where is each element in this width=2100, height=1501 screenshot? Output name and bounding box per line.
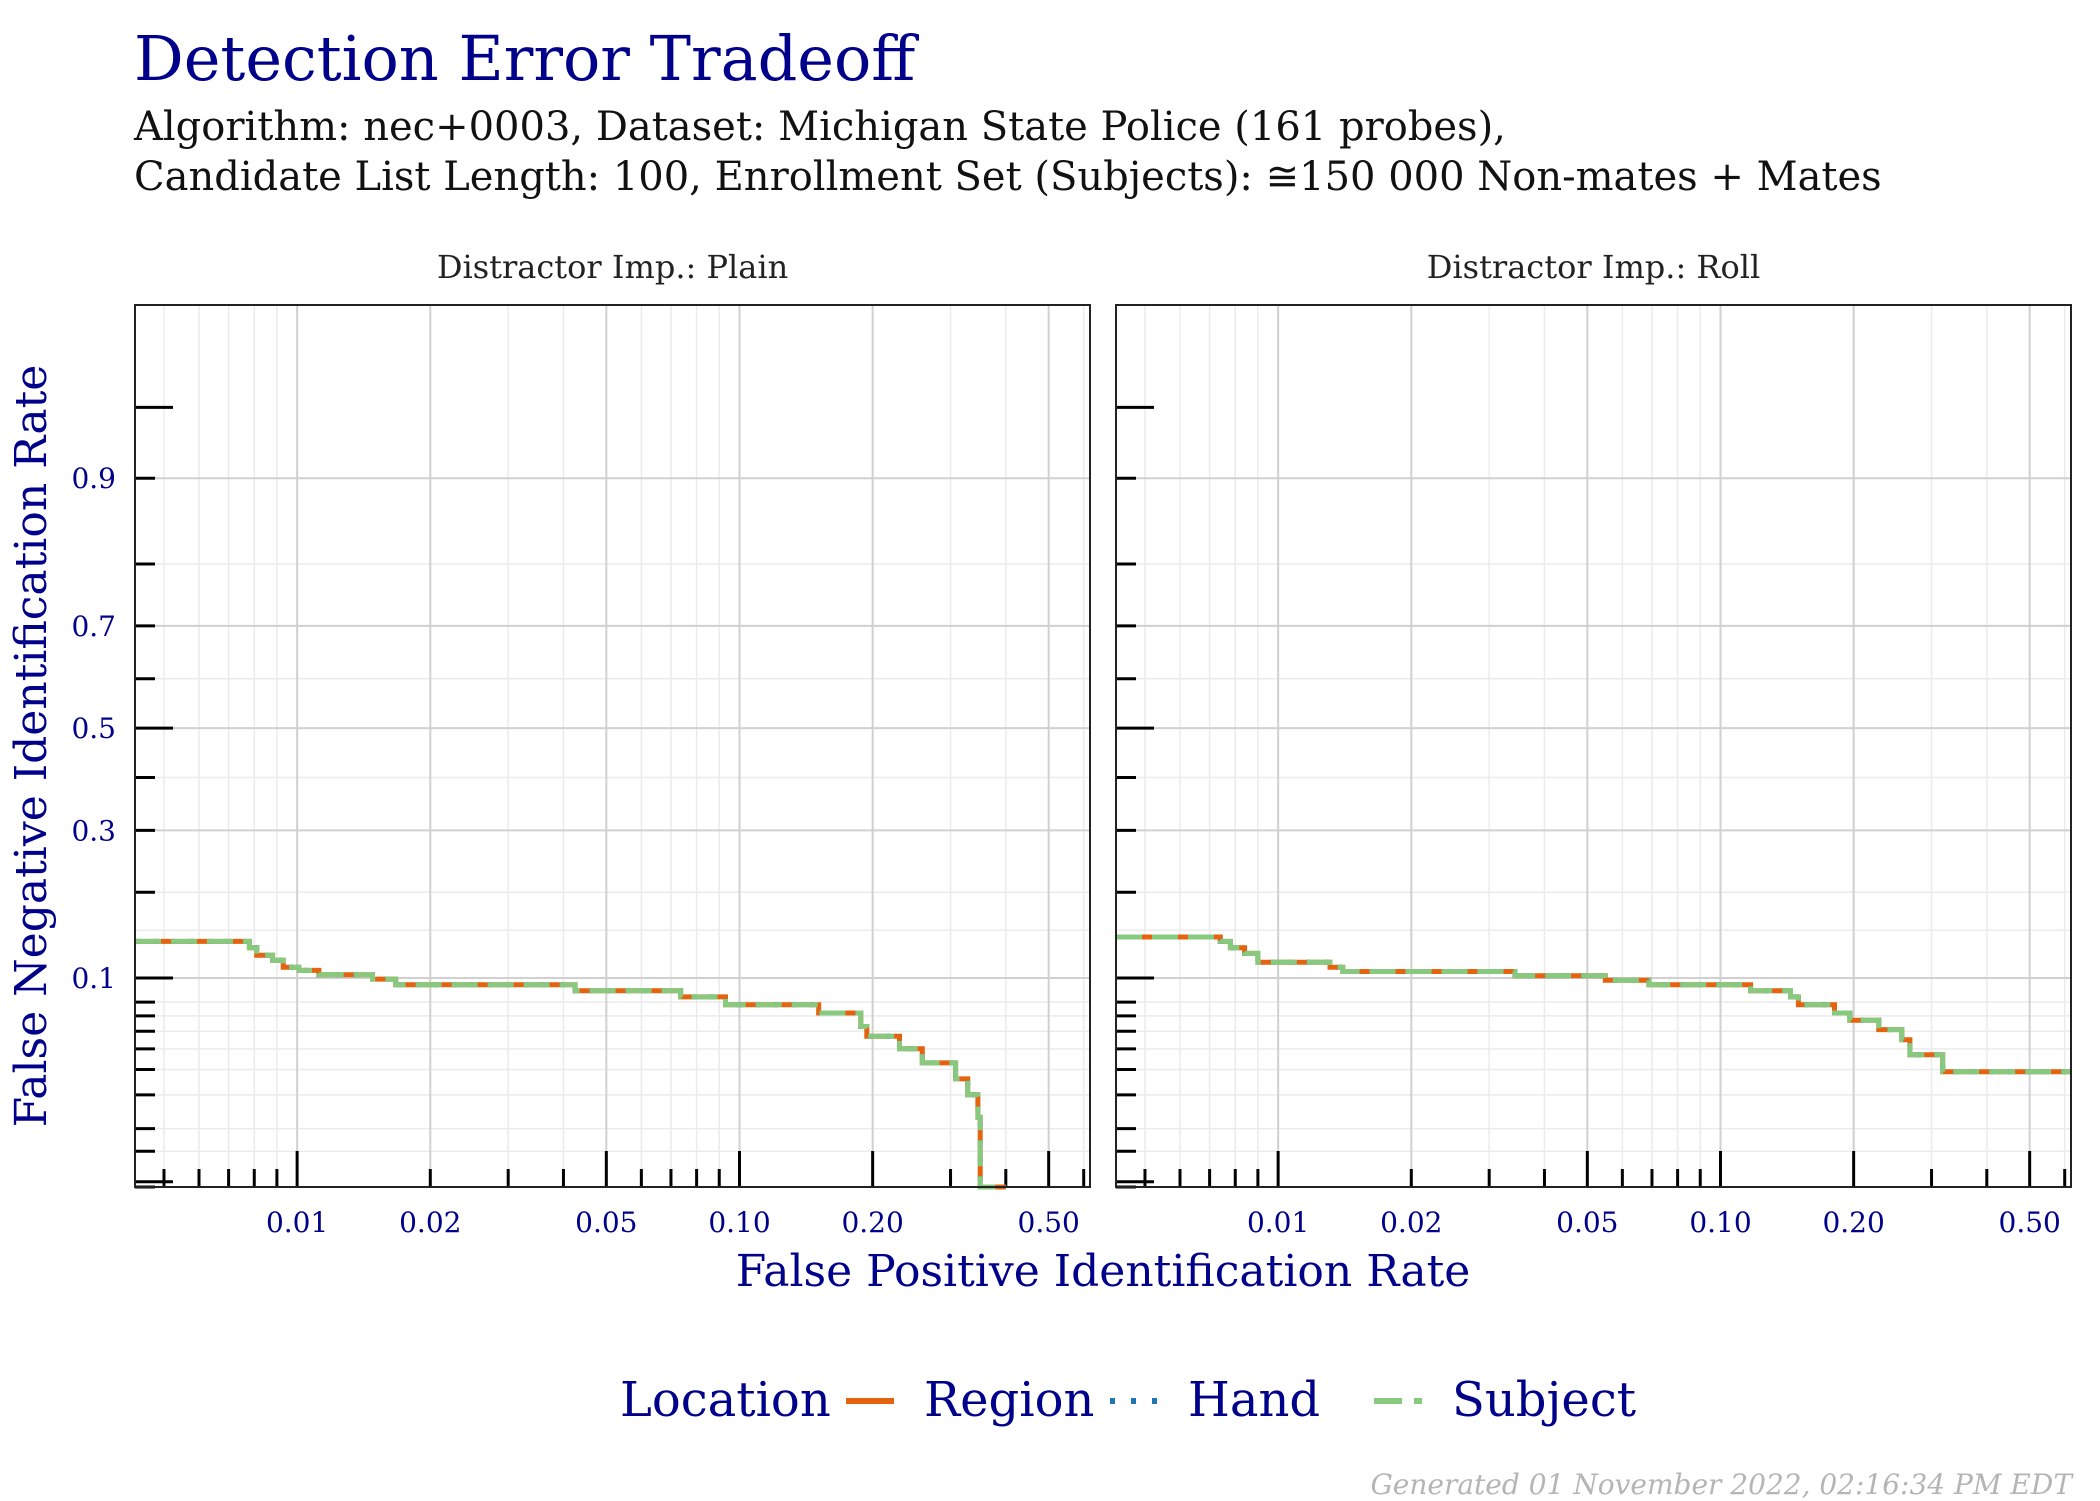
- x-tick-label: 0.05: [1556, 1206, 1618, 1239]
- chart-subtitle-line-1: Algorithm: nec+0003, Dataset: Michigan S…: [134, 104, 1506, 150]
- y-tick-label: 0.9: [71, 462, 116, 495]
- panel-background: [135, 305, 1090, 1187]
- generated-timestamp: Generated 01 November 2022, 02:16:34 PM …: [1370, 1468, 2072, 1501]
- x-tick-label: 0.01: [266, 1206, 328, 1239]
- legend-label-region: Region: [924, 1372, 1094, 1428]
- x-tick-label: 0.50: [1999, 1206, 2061, 1239]
- x-tick-label: 0.02: [399, 1206, 461, 1239]
- x-tick-label: 0.20: [841, 1206, 903, 1239]
- y-tick-label: 0.3: [71, 814, 116, 847]
- x-tick-label: 0.01: [1247, 1206, 1309, 1239]
- panel-frame: [1115, 304, 2072, 1188]
- facet-panel-2: Distractor Imp.: Roll 0.01 0.02 0.05 0.10 0.2…: [1115, 248, 2072, 1239]
- x-tick-label: 0.02: [1380, 1206, 1442, 1239]
- x-tick-label: 0.10: [708, 1206, 770, 1239]
- x-tick-label: 0.50: [1018, 1206, 1080, 1239]
- series-line-subject: [1116, 934, 2071, 1075]
- series-line-subject: [135, 938, 1006, 1190]
- facet-strip-label: Distractor Imp.: Roll: [1427, 248, 1760, 286]
- panel-frame: [134, 304, 1091, 1188]
- x-axis-label: False Positive Identification Rate: [736, 1246, 1471, 1297]
- y-tick-label: 0.1: [71, 962, 116, 995]
- legend: Location Region Hand Subject: [620, 1372, 1636, 1428]
- y-tick-label: 0.7: [71, 610, 116, 643]
- legend-title: Location: [620, 1372, 831, 1428]
- x-tick-label: 0.05: [575, 1206, 637, 1239]
- x-tick-label: 0.10: [1689, 1206, 1751, 1239]
- legend-label-subject: Subject: [1452, 1372, 1636, 1428]
- chart-title: Detection Error Tradeoff: [134, 22, 916, 95]
- facet-panel-1: Distractor Imp.: Plain 0.01 0.02 0.05 0.10 0.…: [134, 248, 1091, 1239]
- y-axis-label: False Negative Identification Rate: [6, 365, 57, 1128]
- facet-strip-label: Distractor Imp.: Plain: [437, 248, 788, 286]
- chart-subtitle-line-2: Candidate List Length: 100, Enrollment S…: [134, 154, 1882, 200]
- x-tick-label: 0.20: [1822, 1206, 1884, 1239]
- y-tick-label: 0.5: [71, 712, 116, 745]
- legend-label-hand: Hand: [1188, 1372, 1320, 1428]
